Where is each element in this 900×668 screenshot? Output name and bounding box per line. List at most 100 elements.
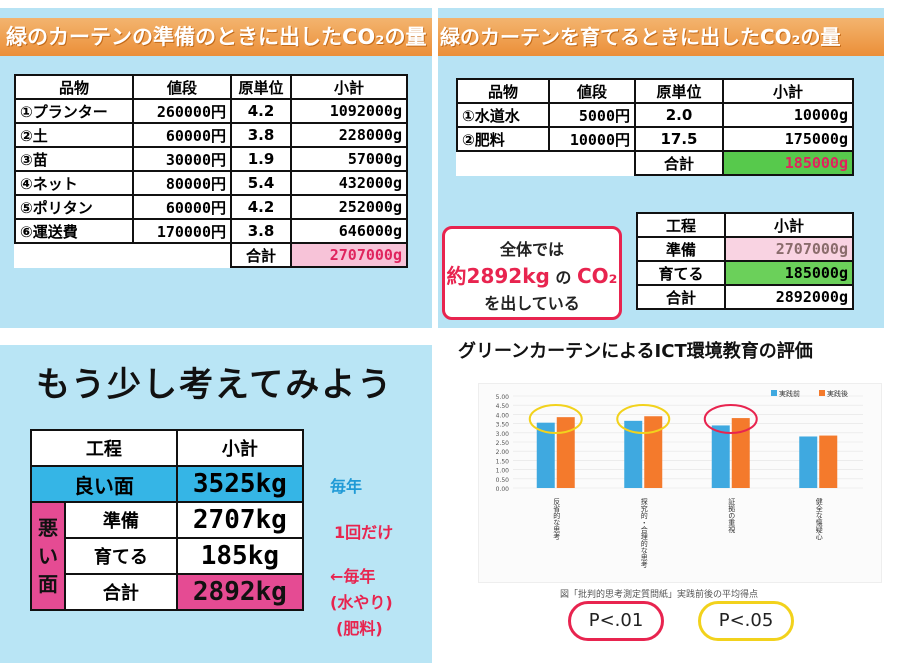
think-panel: もう少し考えてみよう 工程 小計 良い面 3525kg 悪い面 準備 2707k… xyxy=(0,345,432,663)
table-row: 合計 2892000g xyxy=(636,284,854,310)
cell: 432000g xyxy=(290,170,408,196)
y-tick-label: 4.50 xyxy=(496,403,510,410)
note-once: 1回だけ xyxy=(334,523,394,542)
cell: 170000円 xyxy=(132,218,232,244)
summary-col-process: 工程 xyxy=(636,212,726,238)
cell: ①プランター xyxy=(14,98,134,124)
table-row: 準備 2707000g xyxy=(636,236,854,262)
grow-summary-table: 工程 小計 準備 2707000g 育てる 185000g 合計 2892000… xyxy=(636,212,854,310)
legend-label: 実践前 xyxy=(779,389,800,398)
callout-co2: CO₂ xyxy=(577,264,618,288)
y-tick-label: 1.00 xyxy=(496,468,510,475)
table-row: 合計 2892kg xyxy=(31,573,305,611)
cell: 260000円 xyxy=(132,98,232,124)
summary-col-subtotal: 小計 xyxy=(724,212,854,238)
prep-panel: 緑のカーテンの準備のときに出したCO₂の量 品物 値段 原単位 小計 ①プランタ… xyxy=(0,8,432,328)
cell: 育てる xyxy=(64,537,178,575)
total-callout: 全体では 約2892kg の CO₂ を出している xyxy=(442,226,622,320)
grow-col-item: 品物 xyxy=(456,78,550,104)
cell: 4.2 xyxy=(230,98,292,124)
cell: 185000g xyxy=(724,260,854,286)
good-value: 3525kg xyxy=(175,465,305,503)
prep-title: 緑のカーテンの準備のときに出したCO₂の量 xyxy=(0,18,432,56)
table-row: 悪い面 準備 2707kg xyxy=(30,501,305,611)
cell: 57000g xyxy=(290,146,408,172)
bar-before xyxy=(711,425,730,488)
table-row: ③苗 30000円 1.9 57000g xyxy=(14,146,408,172)
eval-caption: グリーンカーテンによるICT環境教育の評価 xyxy=(458,341,813,362)
cell: 3.8 xyxy=(230,218,292,244)
bad-label: 悪い面 xyxy=(30,501,66,611)
y-tick-label: 0.50 xyxy=(496,477,510,484)
x-tick-label: 証拠の重視 xyxy=(728,497,736,534)
y-tick-label: 1.50 xyxy=(496,458,510,465)
chart-svg: 0.00 0.50 1.00 1.50 2.00 2.50 3.00 3.50 4.00 4.50… xyxy=(496,389,863,569)
prep-col-subtotal: 小計 xyxy=(290,74,408,100)
callout-line1: 全体では xyxy=(499,240,564,259)
table-row: ②土 60000円 3.8 228000g xyxy=(14,122,408,148)
cell: 10000g xyxy=(722,102,854,128)
prep-col-item: 品物 xyxy=(14,74,134,100)
cell: 合計 xyxy=(64,573,178,611)
think-col-process: 工程 xyxy=(30,429,178,467)
y-tick-label: 3.00 xyxy=(496,431,510,438)
prep-table: 品物 値段 原単位 小計 ①プランター 260000円 4.2 1092000g ②土… xyxy=(14,74,408,268)
prep-col-price: 値段 xyxy=(132,74,232,100)
cell: 175000g xyxy=(722,126,854,152)
cell: 5000円 xyxy=(548,102,636,128)
eval-panel: グリーンカーテンによるICT環境教育の評価 0.00 0.50 1.00 1.50 2.… xyxy=(440,333,900,663)
cell: ⑤ポリタン xyxy=(14,194,134,220)
grow-total-label: 合計 xyxy=(634,150,724,176)
note-arrow: ←毎年 xyxy=(330,567,376,586)
note-water: (水やり) xyxy=(330,593,393,612)
table-row: ④ネット 80000円 5.4 432000g xyxy=(14,170,408,196)
bar-after xyxy=(556,417,575,488)
cell: 2.0 xyxy=(634,102,724,128)
bar-before xyxy=(536,422,555,488)
chart-footer: 図「批判的思考測定質問紙」実践前後の平均得点 xyxy=(560,590,759,600)
table-row-total: 合計 185000g xyxy=(457,150,854,176)
legend-swatch xyxy=(819,390,825,396)
cell: ③苗 xyxy=(14,146,134,172)
note-fert: (肥料) xyxy=(336,619,383,638)
cell: 2707000g xyxy=(724,236,854,262)
callout-mid: の xyxy=(555,268,572,287)
cell: 準備 xyxy=(64,501,178,539)
good-label: 良い面 xyxy=(30,465,178,503)
cell: 準備 xyxy=(636,236,726,262)
bar-after xyxy=(819,435,838,488)
legend-label: 実践後 xyxy=(827,389,848,398)
bar-before xyxy=(624,420,643,488)
cell: 育てる xyxy=(636,260,726,286)
p05-badge: P<.05 xyxy=(698,601,794,641)
grow-col-unit: 原単位 xyxy=(634,78,724,104)
table-row: 育てる 185kg xyxy=(31,537,305,575)
cell: 646000g xyxy=(290,218,408,244)
table-row: ②肥料 10000円 17.5 175000g xyxy=(456,126,854,152)
significance-ellipse xyxy=(703,404,758,434)
significance-ellipse xyxy=(616,404,671,434)
chart-container: 0.00 0.50 1.00 1.50 2.00 2.50 3.00 3.50 4.00 4.50… xyxy=(478,383,882,583)
cell: 10000円 xyxy=(548,126,636,152)
callout-amount: 約2892kg xyxy=(446,264,550,288)
think-heading: もう少し考えてみよう xyxy=(36,365,394,405)
cell: 60000円 xyxy=(132,194,232,220)
cell: ⑥運送費 xyxy=(14,218,134,244)
grow-panel: 緑のカーテンを育てるときに出したCO₂の量 品物 値段 原単位 小計 ①水道水 5… xyxy=(438,8,884,328)
cell: ②肥料 xyxy=(456,126,550,152)
x-tick-label: 健全な懐疑心 xyxy=(815,497,823,540)
think-table: 工程 小計 良い面 3525kg 悪い面 準備 2707kg 育てる 185kg… xyxy=(30,429,305,611)
y-tick-label: 2.50 xyxy=(496,440,510,447)
grow-col-price: 値段 xyxy=(548,78,636,104)
callout-line3: を出している xyxy=(484,294,580,313)
think-col-subtotal: 小計 xyxy=(175,429,305,467)
cell: 30000円 xyxy=(132,146,232,172)
table-row: ①水道水 5000円 2.0 10000g xyxy=(456,102,854,128)
cell: 2707kg xyxy=(175,501,305,539)
cell: 4.2 xyxy=(230,194,292,220)
prep-col-unit: 原単位 xyxy=(230,74,292,100)
table-row: ①プランター 260000円 4.2 1092000g xyxy=(14,98,408,124)
y-tick-label: 5.00 xyxy=(496,394,510,401)
grow-title: 緑のカーテンを育てるときに出したCO₂の量 xyxy=(438,18,884,56)
cell: 3.8 xyxy=(230,122,292,148)
